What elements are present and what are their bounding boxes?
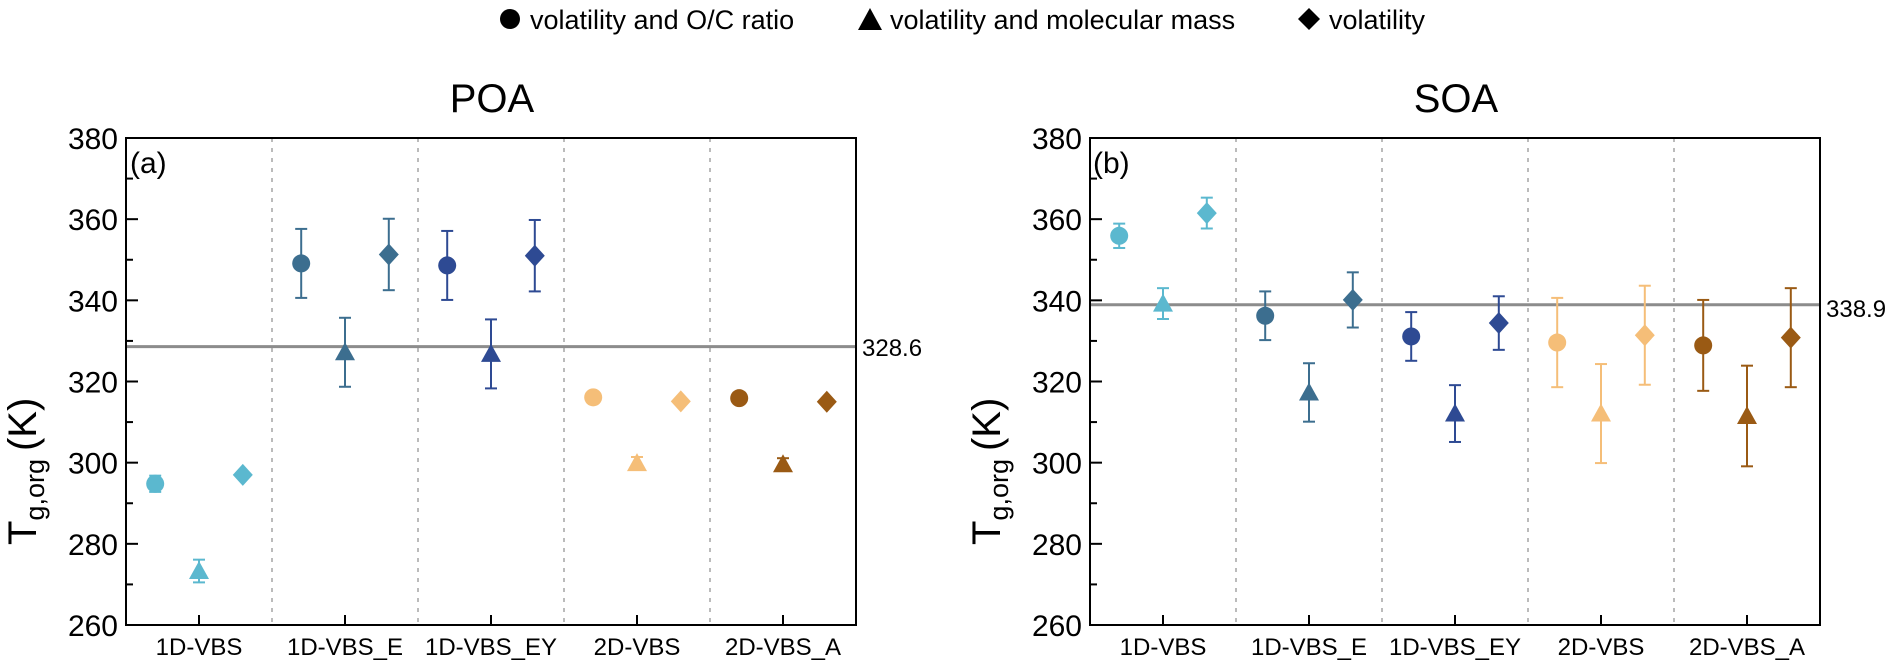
poa-diamond-point (232, 463, 253, 486)
soa-triangle-point (1591, 403, 1611, 422)
poa-ref-label: 328.6 (862, 335, 922, 362)
legend: volatility and O/C ratio volatility and … (500, 5, 1426, 35)
soa-y-tick-label: 340 (1032, 285, 1082, 318)
soa-y-tick-label: 380 (1032, 123, 1082, 156)
poa-diamond-point (816, 390, 837, 413)
soa-diamond-point (1342, 288, 1363, 311)
soa-x-tick-label: 1D-VBS_E (1251, 634, 1367, 661)
poa-panel: POA (a) 328.6 Tg,org (K) 260 280 300 320 340 3… (1, 77, 922, 661)
poa-triangle-point (335, 342, 355, 361)
soa-y-tick-label: 360 (1032, 204, 1082, 237)
soa-triangle-point (1153, 293, 1173, 312)
poa-y-tick-label: 380 (68, 123, 118, 156)
legend-label-circle: volatility and O/C ratio (530, 5, 794, 35)
soa-y-axis-label: Tg,org (K) (965, 398, 1014, 545)
soa-y-tick-label: 300 (1032, 448, 1082, 481)
poa-circle-point (730, 389, 749, 408)
soa-x-tick-label: 1D-VBS_EY (1389, 634, 1521, 661)
poa-diamond-point (670, 390, 691, 413)
soa-diamond-point (1634, 324, 1655, 347)
soa-circle-point (1694, 336, 1713, 355)
soa-y-tick-label: 280 (1032, 529, 1082, 562)
soa-triangle-point (1737, 405, 1757, 424)
soa-circle-point (1548, 333, 1567, 352)
poa-circle-point (292, 254, 311, 273)
poa-triangle-point (627, 453, 647, 472)
soa-circle-point (1110, 226, 1129, 245)
soa-panel-label: (b) (1093, 147, 1130, 180)
soa-circle-point (1256, 306, 1275, 325)
poa-panel-label: (a) (130, 147, 167, 180)
poa-triangle-point (189, 561, 209, 580)
soa-circle-point (1402, 327, 1421, 346)
poa-x-tick-label: 1D-VBS (156, 634, 243, 661)
poa-x-tick-label: 2D-VBS_A (725, 634, 841, 661)
soa-diamond-point (1488, 312, 1509, 335)
poa-circle-point (146, 474, 165, 493)
soa-panel: SOA (b) 338.9 Tg,org (K) 260 280 300 320 340 3… (965, 77, 1886, 661)
poa-y-axis-label: Tg,org (K) (1, 398, 50, 545)
poa-diamond-point (524, 244, 545, 267)
legend-label-triangle: volatility and molecular mass (890, 5, 1235, 35)
poa-y-tick-label: 300 (68, 448, 118, 481)
poa-y-tick-label: 320 (68, 367, 118, 400)
poa-x-tick-label: 2D-VBS (594, 634, 681, 661)
legend-triangle-marker (858, 8, 882, 30)
poa-circle-point (438, 256, 457, 275)
soa-triangle-point (1299, 382, 1319, 401)
soa-triangle-point (1445, 403, 1465, 422)
poa-triangle-point (481, 343, 501, 362)
poa-y-label-subscript: g,org (20, 459, 50, 521)
soa-diamond-point (1780, 326, 1801, 349)
poa-circle-point (584, 388, 603, 407)
soa-diamond-point (1196, 202, 1217, 225)
soa-x-tick-label: 1D-VBS (1120, 634, 1207, 661)
legend-label-diamond: volatility (1329, 5, 1426, 35)
poa-y-tick-label: 340 (68, 285, 118, 318)
poa-plot-frame (125, 137, 857, 626)
soa-y-tick-label: 260 (1032, 610, 1082, 643)
legend-circle-marker (500, 9, 520, 29)
poa-y-label-unit: (K) (1, 398, 45, 451)
poa-triangle-point (773, 454, 793, 473)
soa-x-tick-label: 2D-VBS_A (1689, 634, 1805, 661)
poa-title: POA (450, 77, 535, 121)
poa-x-tick-label: 1D-VBS_EY (425, 634, 557, 661)
soa-ref-label: 338.9 (1826, 296, 1886, 323)
soa-plot-frame (1089, 137, 1821, 626)
poa-y-label-symbol: T (1, 521, 45, 545)
poa-y-tick-label: 280 (68, 529, 118, 562)
legend-diamond-marker (1298, 8, 1320, 30)
poa-x-tick-label: 1D-VBS_E (287, 634, 403, 661)
poa-diamond-point (378, 243, 399, 266)
poa-y-tick-label: 360 (68, 204, 118, 237)
poa-y-tick-label: 260 (68, 610, 118, 643)
soa-y-label-subscript: g,org (984, 459, 1014, 521)
soa-y-tick-label: 320 (1032, 367, 1082, 400)
soa-y-label-symbol: T (965, 521, 1009, 545)
soa-title: SOA (1414, 77, 1499, 121)
soa-y-label-unit: (K) (965, 398, 1009, 451)
soa-x-tick-label: 2D-VBS (1558, 634, 1645, 661)
